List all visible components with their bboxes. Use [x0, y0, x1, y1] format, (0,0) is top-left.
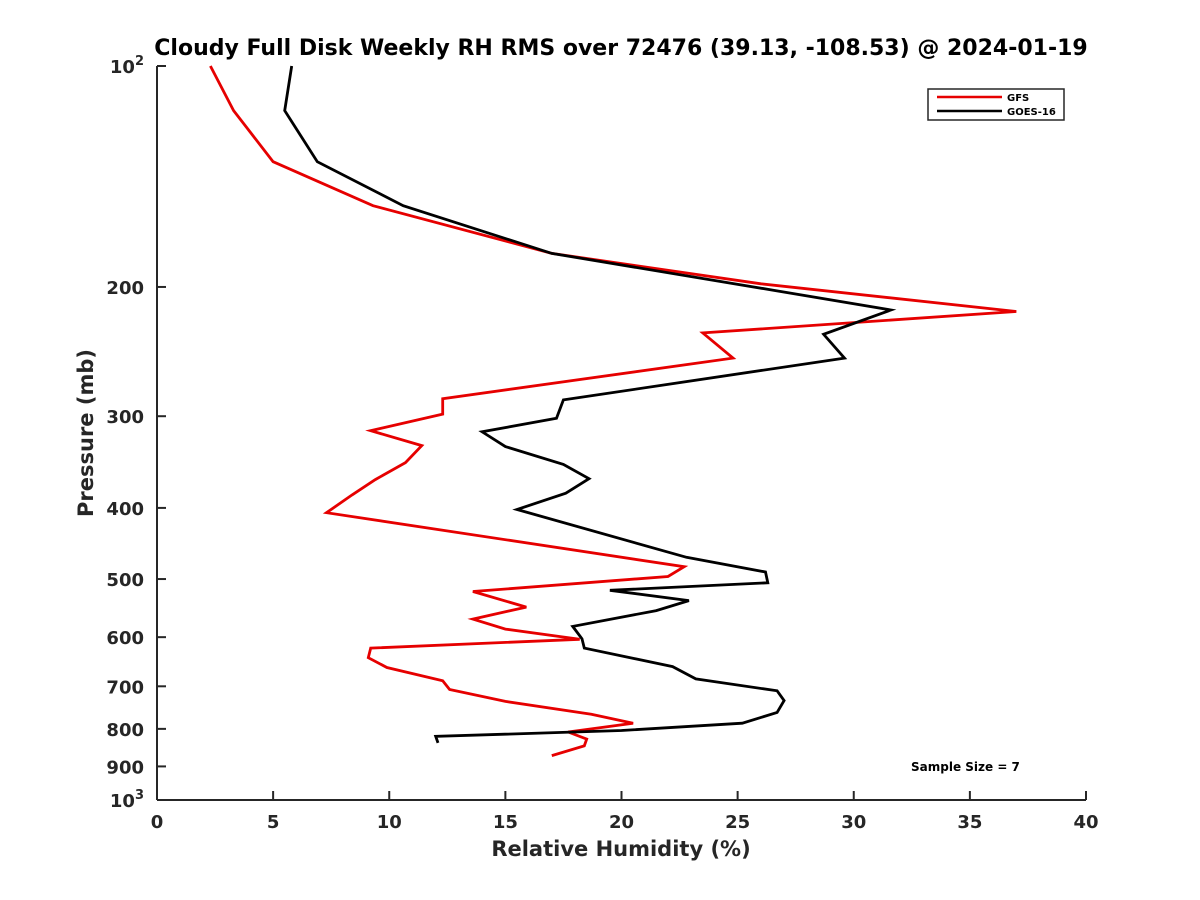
series-lines: [209, 65, 1017, 757]
y-axis-ticks: 102 200 300 400 500 600 700 800 900 103: [106, 54, 166, 812]
legend: GFS GOES-16: [927, 88, 1065, 121]
x-tick-label: 10: [377, 812, 402, 833]
x-tick-label: 5: [267, 812, 280, 833]
y-axis-label: Pressure (mb): [74, 349, 98, 517]
legend-label: GOES-16: [1007, 107, 1056, 118]
y-tick-label: 400: [106, 499, 144, 520]
x-tick-label: 15: [493, 812, 518, 833]
y-tick-label: 500: [106, 570, 144, 591]
x-tick-label: 35: [957, 812, 982, 833]
legend-box: [927, 88, 1065, 121]
y-tick-label: 200: [106, 278, 144, 299]
y-tick-label: 700: [106, 677, 144, 698]
x-tick-label: 20: [609, 812, 634, 833]
y-tick-label: 900: [106, 757, 144, 778]
plot-area: 0 5 10 15 20 25 30 35 40 102 200 300 400 500 600 700 80…: [106, 54, 1098, 833]
y-tick-label: 103: [110, 788, 144, 812]
x-tick-label: 0: [151, 812, 164, 833]
y-tick-label: 102: [110, 54, 144, 78]
x-tick-label: 25: [725, 812, 750, 833]
x-axis-ticks: 0 5 10 15 20 25 30 35 40: [151, 791, 1099, 833]
y-tick-label: 800: [106, 720, 144, 741]
x-tick-label: 40: [1073, 812, 1098, 833]
series-line-goes-16: [283, 65, 897, 744]
series-line-gfs: [209, 65, 1017, 757]
sample-size-annotation: Sample Size = 7: [911, 760, 1020, 774]
legend-label: GFS: [1007, 93, 1029, 104]
y-tick-label: 600: [106, 628, 144, 649]
y-tick-label: 300: [106, 407, 144, 428]
x-tick-label: 30: [841, 812, 866, 833]
x-axis-label: Relative Humidity (%): [491, 837, 750, 861]
chart-title: Cloudy Full Disk Weekly RH RMS over 7247…: [154, 36, 1087, 61]
